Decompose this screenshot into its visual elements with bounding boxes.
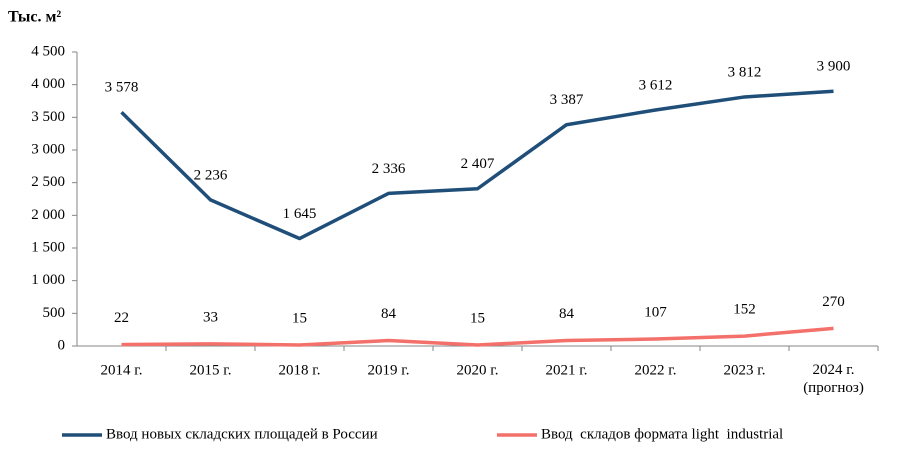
data-label: 3 900 xyxy=(817,59,851,75)
y-tick-label: 3 500 xyxy=(31,109,65,125)
series-line xyxy=(120,89,834,241)
x-tick-label: 2023 г. xyxy=(724,362,766,378)
data-label: 270 xyxy=(822,294,845,310)
data-label: 2 407 xyxy=(461,156,495,172)
y-tick-label: 2 500 xyxy=(31,174,65,190)
data-label: 15 xyxy=(470,310,485,326)
y-tick-label: 1 000 xyxy=(31,272,65,288)
x-tick-label: 2020 г. xyxy=(457,362,499,378)
data-label: 22 xyxy=(114,310,129,326)
x-tick-label: 2015 г. xyxy=(190,362,232,378)
series-line xyxy=(121,326,834,347)
legend-label: Ввод складов формата light industrial xyxy=(541,426,783,442)
y-tick-label: 1 500 xyxy=(31,239,65,255)
data-label: 2 236 xyxy=(194,167,228,183)
data-label: 1 645 xyxy=(283,206,317,222)
data-label: 3 387 xyxy=(550,92,584,108)
y-tick-label: 2 000 xyxy=(31,207,65,223)
y-tick-label: 0 xyxy=(58,337,66,353)
x-tick-label: 2019 г. xyxy=(368,362,410,378)
data-label: 3 578 xyxy=(105,80,139,96)
x-tick-label: 2022 г. xyxy=(635,362,677,378)
data-label: 84 xyxy=(381,306,397,322)
x-tick-label: 2021 г. xyxy=(546,362,588,378)
y-tick-label: 500 xyxy=(43,305,66,321)
data-label: 152 xyxy=(733,302,756,318)
y-tick-label: 4 000 xyxy=(31,76,65,92)
y-tick-label: 4 500 xyxy=(31,43,65,59)
legend-label: Ввод новых складских площадей в России xyxy=(106,426,378,442)
data-label: 15 xyxy=(292,310,307,326)
y-tick-label: 3 000 xyxy=(31,141,65,157)
data-label: 3 612 xyxy=(639,77,673,93)
data-label: 33 xyxy=(203,309,218,325)
y-axis-title: Тыс. м² xyxy=(8,9,61,26)
data-label: 2 336 xyxy=(372,161,406,177)
data-label: 107 xyxy=(644,304,667,320)
x-tick-label: 2014 г. xyxy=(101,362,143,378)
data-label: 3 812 xyxy=(728,64,762,80)
x-tick-label: 2024 г. (прогноз) xyxy=(803,362,864,396)
data-label: 84 xyxy=(559,306,575,322)
x-tick-label: 2018 г. xyxy=(279,362,321,378)
